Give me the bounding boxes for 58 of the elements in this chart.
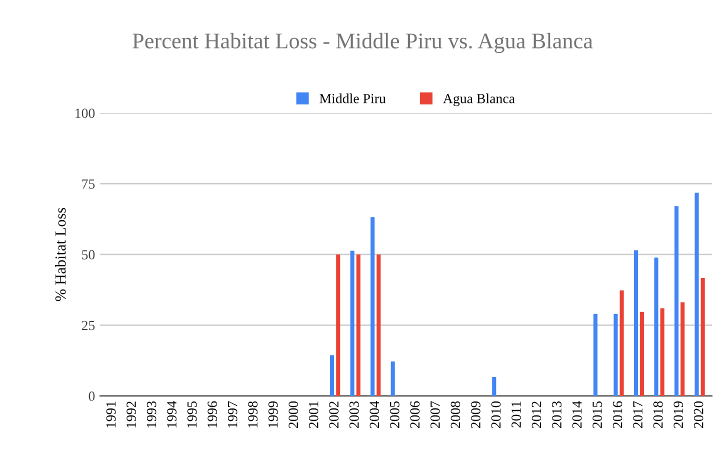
bar [593, 314, 598, 396]
bar [620, 290, 624, 396]
x-tick-label: 2013 [552, 401, 562, 428]
x-tick-label: 1991 [106, 402, 116, 428]
x-tick-label: 2006 [410, 401, 420, 428]
x-tick-label: 2012 [532, 402, 542, 428]
bar [376, 254, 381, 396]
x-tick-label: 2020 [694, 401, 704, 428]
y-tick-label: 25 [82, 320, 95, 330]
x-tick-label: 2015 [592, 401, 602, 428]
legend-label: Agua Blanca [443, 94, 515, 106]
x-tick-label: 1993 [146, 401, 156, 428]
x-tick-label: 1997 [228, 401, 238, 428]
legend-label: Middle Piru [320, 94, 386, 104]
x-tick-label: 2003 [349, 401, 359, 428]
bar [614, 314, 618, 396]
x-tick-label: 1995 [187, 401, 197, 428]
bar [390, 361, 395, 396]
x-tick-label: 2002 [329, 402, 339, 428]
x-tick-label: 1996 [208, 401, 217, 428]
x-tick-label: 2018 [653, 401, 663, 428]
bar [336, 254, 340, 396]
chart-title: Percent Habitat Loss - Middle Piru vs. Agua Blanca [132, 32, 593, 54]
y-tick-label: 50 [82, 250, 95, 260]
x-tick-label: 1999 [268, 401, 278, 428]
x-tick-label: 1992 [126, 402, 136, 428]
bar [330, 355, 334, 396]
bar [680, 302, 685, 396]
x-tick-label: 2019 [674, 401, 684, 428]
x-tick-label: 2008 [450, 401, 460, 428]
x-tick-label: 2017 [633, 401, 642, 428]
x-tick-label: 2004 [370, 401, 380, 428]
x-tick-label: 2011 [512, 402, 521, 428]
x-tick-label: 2007 [430, 401, 440, 428]
x-tick-label: 1998 [248, 401, 258, 428]
x-tick-label: 2014 [572, 401, 582, 428]
x-tick-label: 2001 [308, 402, 318, 428]
bar [370, 217, 375, 396]
bar [674, 206, 679, 396]
bar [640, 312, 644, 396]
x-tick-label: 2010 [491, 401, 501, 428]
x-tick-label: 2005 [390, 401, 400, 428]
bar [492, 376, 496, 396]
bar [654, 258, 658, 396]
y-tick-label: 100 [76, 108, 95, 118]
x-tick-label: 2000 [288, 401, 298, 428]
x-tick-label: 2009 [471, 401, 480, 428]
x-tick-label: 1994 [167, 401, 176, 428]
y-tick-label: 0 [88, 392, 95, 401]
y-axis-title: % Habitat Loss [54, 208, 66, 302]
x-tick-label: 2016 [612, 401, 622, 428]
y-tick-label: 75 [82, 179, 95, 189]
bar [350, 250, 354, 396]
bar [356, 254, 360, 396]
bar [694, 192, 699, 396]
bar [660, 308, 664, 396]
bar [700, 278, 705, 396]
bar [634, 250, 638, 396]
